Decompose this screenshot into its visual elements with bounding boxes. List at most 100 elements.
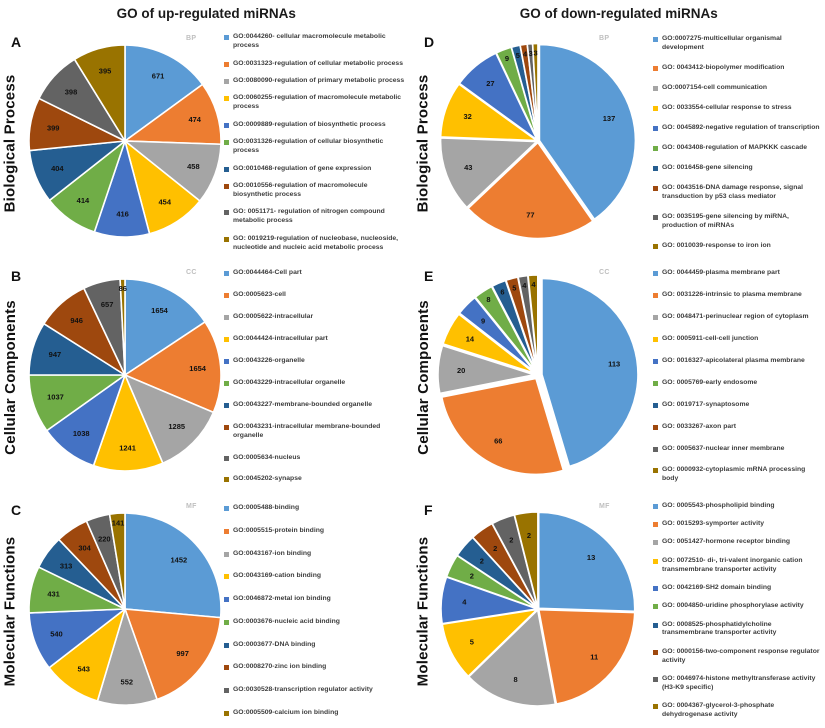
- pie-area: 137 77 43 32 27 9 5 4 3 3: [435, 38, 641, 244]
- legend-swatch: [224, 183, 229, 189]
- pie-chart: 1654 1654 1285 1241 1038 1037 947 946 657 86: [28, 278, 222, 472]
- row-label-text: Molecular Functions: [1, 536, 19, 686]
- legend-label: GO: 0051427-hormone receptor binding: [662, 538, 791, 546]
- pie-chart: 671 474 458 454 416 414 404 399 398 395: [28, 44, 222, 238]
- row-label: Molecular Functions: [409, 494, 437, 728]
- legend-label: GO: 0019219-regulation of nucleobase, nu…: [233, 234, 399, 251]
- legend-item: GO: 0005911-cell-cell junction: [653, 335, 823, 344]
- legend-label: GO:0045202-synapse: [233, 475, 302, 483]
- legend-label: GO: 0010039-response to iron ion: [662, 242, 771, 250]
- up-regulated-title: GO of up-regulated miRNAs: [116, 6, 296, 21]
- legend-swatch: [224, 505, 229, 511]
- pie-slice: [538, 43, 637, 221]
- legend: GO: 0005543-phospholipid binding GO: 0015…: [653, 497, 823, 725]
- legend-item: GO:0003677-DNA binding: [224, 641, 408, 650]
- legend-label: GO: 0033554-cellular response to stress: [662, 103, 792, 111]
- pie-slice: [537, 608, 636, 705]
- legend-item: GO: 0010039-response to iron ion: [653, 242, 823, 251]
- slice-value-label: 671: [152, 71, 165, 80]
- pie-slice: [124, 374, 215, 465]
- pie-slice: [124, 512, 222, 619]
- legend-label: GO: 0005911-cell-cell junction: [662, 335, 759, 343]
- slice-value-label: 113: [608, 359, 620, 368]
- legend-item: GO: 0000932-cytoplasmic mRNA processing …: [653, 466, 823, 484]
- legend-label: GO:0005488-binding: [233, 503, 300, 511]
- legend-swatch: [224, 424, 229, 430]
- slice-value-label: 946: [70, 316, 83, 325]
- slice-value-label: 2: [527, 531, 531, 540]
- legend: GO: 0044459-plasma membrane part GO: 0031…: [653, 263, 823, 491]
- pie-area: 13 11 8 5 4 2 2 2 2 2: [435, 506, 641, 712]
- category-tag: BP: [599, 35, 610, 42]
- legend-label: GO:0044260- cellular macromolecule metab…: [233, 33, 386, 50]
- legend-label: GO: 0035195-gene silencing by miRNA, pro…: [662, 213, 789, 230]
- legend-item: GO:0044464-Cell part: [224, 269, 408, 278]
- slice-value-label: 657: [101, 300, 114, 309]
- legend-item: GO: 0046974-histone methyltransferase ac…: [653, 675, 823, 693]
- row-label: Cellular Components: [0, 260, 24, 494]
- legend-label: GO: 0004367-glycerol-3-phosphate dehydro…: [662, 702, 775, 719]
- legend-label: GO: 0048471-perinuclear region of cytopl…: [662, 313, 809, 321]
- legend-swatch: [224, 315, 229, 321]
- legend-swatch: [224, 210, 229, 216]
- slice-value-label: 66: [494, 436, 502, 445]
- down-regulated-title: GO of down-regulated miRNAs: [519, 6, 718, 21]
- pie-slice: [119, 278, 126, 376]
- legend-swatch: [224, 122, 229, 128]
- slice-value-label: 5: [516, 51, 520, 60]
- slice-value-label: 43: [464, 163, 472, 172]
- legend-swatch: [224, 359, 229, 365]
- legend-label: GO: 0042169-SH2 domain binding: [662, 583, 772, 591]
- pie-slice: [73, 44, 126, 142]
- legend-item: GO: 0048471-perinuclear region of cytopl…: [653, 313, 823, 322]
- slice-value-label: 416: [116, 209, 129, 218]
- legend-item: GO: 0019219-regulation of nucleobase, nu…: [224, 235, 408, 253]
- pie-slice: [527, 274, 539, 372]
- pie-slice: [440, 377, 565, 476]
- legend-label: GO:0005622-intracellular: [233, 313, 314, 321]
- legend-swatch: [224, 688, 229, 694]
- slice-value-label: 5: [470, 637, 474, 646]
- slice-value-label: 395: [99, 66, 112, 75]
- legend-label: GO:0007154-cell communication: [662, 83, 768, 91]
- slice-value-label: 1285: [168, 422, 185, 431]
- legend-label: GO:0010468-regulation of gene expression: [233, 164, 372, 172]
- slice-value-label: 11: [590, 653, 598, 662]
- legend-label: GO: 0016327-apicolateral plasma membrane: [662, 357, 805, 365]
- legend-swatch: [653, 166, 658, 172]
- row-label-text: Cellular Components: [1, 299, 19, 455]
- legend-label: GO:0030528-transcription regulator activ…: [233, 686, 373, 694]
- legend-swatch: [653, 424, 658, 430]
- slice-value-label: 454: [159, 198, 172, 207]
- legend-swatch: [224, 619, 229, 625]
- row-label: Biological Process: [0, 26, 24, 260]
- row-label-text: Molecular Functions: [414, 536, 432, 686]
- panel-letter: F: [424, 502, 433, 518]
- slice-value-label: 4: [462, 598, 467, 607]
- legend-item: GO:0043167-ion binding: [224, 550, 408, 559]
- legend-swatch: [224, 528, 229, 534]
- legend-item: GO:0008270-zinc ion binding: [224, 663, 408, 672]
- legend-item: GO: 0005543-phospholipid binding: [653, 502, 823, 511]
- legend-swatch: [224, 271, 229, 277]
- row-label-text: Biological Process: [1, 74, 19, 212]
- legend-label: GO:0043229-intracellular organelle: [233, 378, 346, 386]
- pie-area: 113 66 20 14 9 8 6 5 4 4: [435, 272, 641, 478]
- legend-swatch: [653, 677, 658, 683]
- legend-item: GO: 0044459-plasma membrane part: [653, 269, 823, 278]
- legend-item: GO:0031326-regulation of cellular biosyn…: [224, 138, 408, 156]
- slice-value-label: 1654: [189, 364, 207, 373]
- pie-slice: [124, 321, 222, 414]
- legend-item: GO: 0043408-regulation of MAPKKK cascade: [653, 144, 823, 153]
- legend-item: GO:0046872-metal ion binding: [224, 595, 408, 604]
- row-label: Cellular Components: [409, 260, 437, 494]
- legend-swatch: [653, 446, 658, 452]
- legend-item: GO: 0042169-SH2 domain binding: [653, 584, 823, 593]
- pie-slice: [124, 278, 206, 376]
- legend-swatch: [653, 186, 658, 192]
- legend-item: GO:0044424-intracellular part: [224, 335, 408, 344]
- panel-b-cellular-components-up: B Cellular Components CC 1654 1654 1285 124…: [0, 260, 412, 494]
